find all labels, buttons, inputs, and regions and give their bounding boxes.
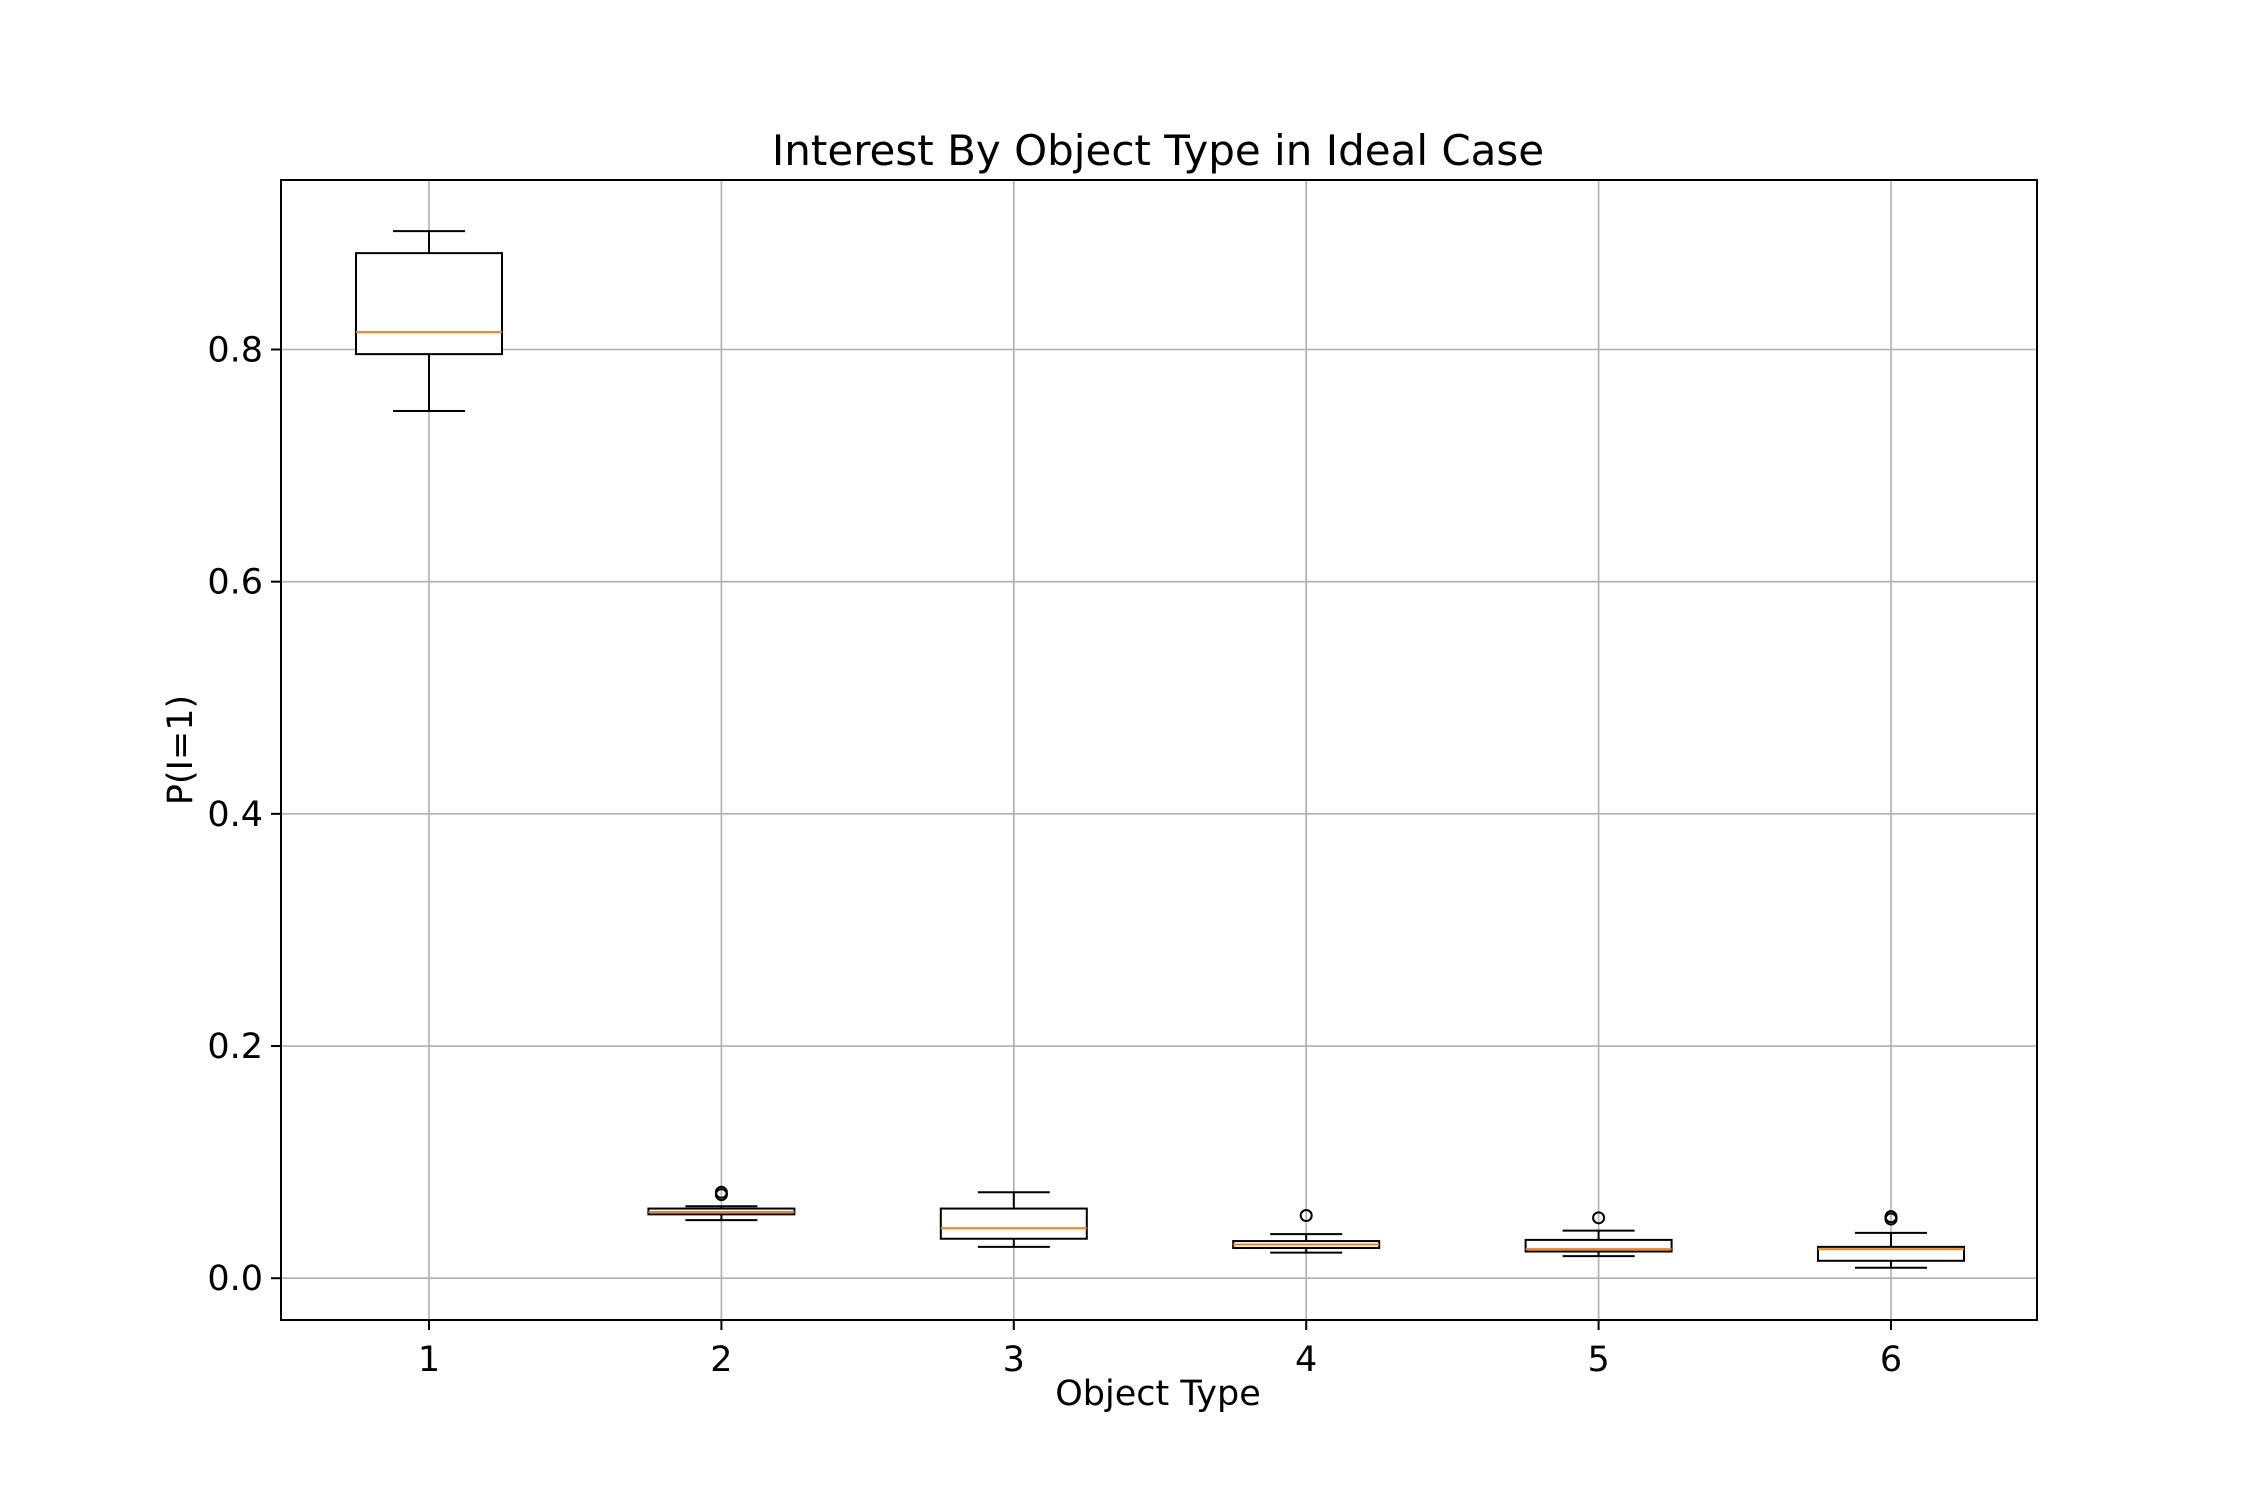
chart-title: Interest By Object Type in Ideal Case bbox=[772, 126, 1544, 175]
y-tick-label: 0.4 bbox=[207, 795, 263, 835]
x-tick-label: 3 bbox=[1003, 1340, 1025, 1380]
x-tick-label: 4 bbox=[1295, 1340, 1317, 1380]
outlier-point bbox=[714, 1185, 728, 1199]
outlier-point bbox=[1884, 1210, 1898, 1224]
iqr-box bbox=[355, 252, 503, 356]
outlier-point bbox=[1299, 1209, 1313, 1223]
iqr-box bbox=[1817, 1245, 1965, 1262]
tick-labels: 0.0 0.2 0.4 0.6 0.8 1 2 3 4 5 6 bbox=[207, 330, 1902, 1380]
y-tick-label: 0.0 bbox=[207, 1259, 263, 1299]
boxes bbox=[355, 230, 1965, 1269]
box-group bbox=[939, 1191, 1088, 1248]
box-group bbox=[1524, 1211, 1673, 1258]
x-tick-label: 2 bbox=[710, 1340, 732, 1380]
iqr-box bbox=[939, 1207, 1088, 1240]
box-group bbox=[1817, 1210, 1965, 1269]
y-tick-label: 0.2 bbox=[207, 1027, 263, 1067]
x-axis-label: Object Type bbox=[1055, 1374, 1261, 1414]
grid-lines bbox=[281, 180, 2037, 1320]
y-tick-label: 0.6 bbox=[207, 563, 263, 603]
box-group bbox=[355, 230, 503, 413]
iqr-box bbox=[1524, 1238, 1673, 1253]
x-tick-label: 6 bbox=[1880, 1340, 1902, 1380]
outlier-point bbox=[1592, 1211, 1606, 1225]
box-group bbox=[647, 1185, 796, 1222]
y-tick-label: 0.8 bbox=[207, 330, 263, 370]
x-tick-label: 5 bbox=[1587, 1340, 1609, 1380]
y-axis-label: P(I=1) bbox=[161, 695, 201, 805]
box-group bbox=[1232, 1209, 1381, 1254]
plot-frame bbox=[280, 179, 2038, 1321]
x-tick-label: 1 bbox=[418, 1340, 440, 1380]
